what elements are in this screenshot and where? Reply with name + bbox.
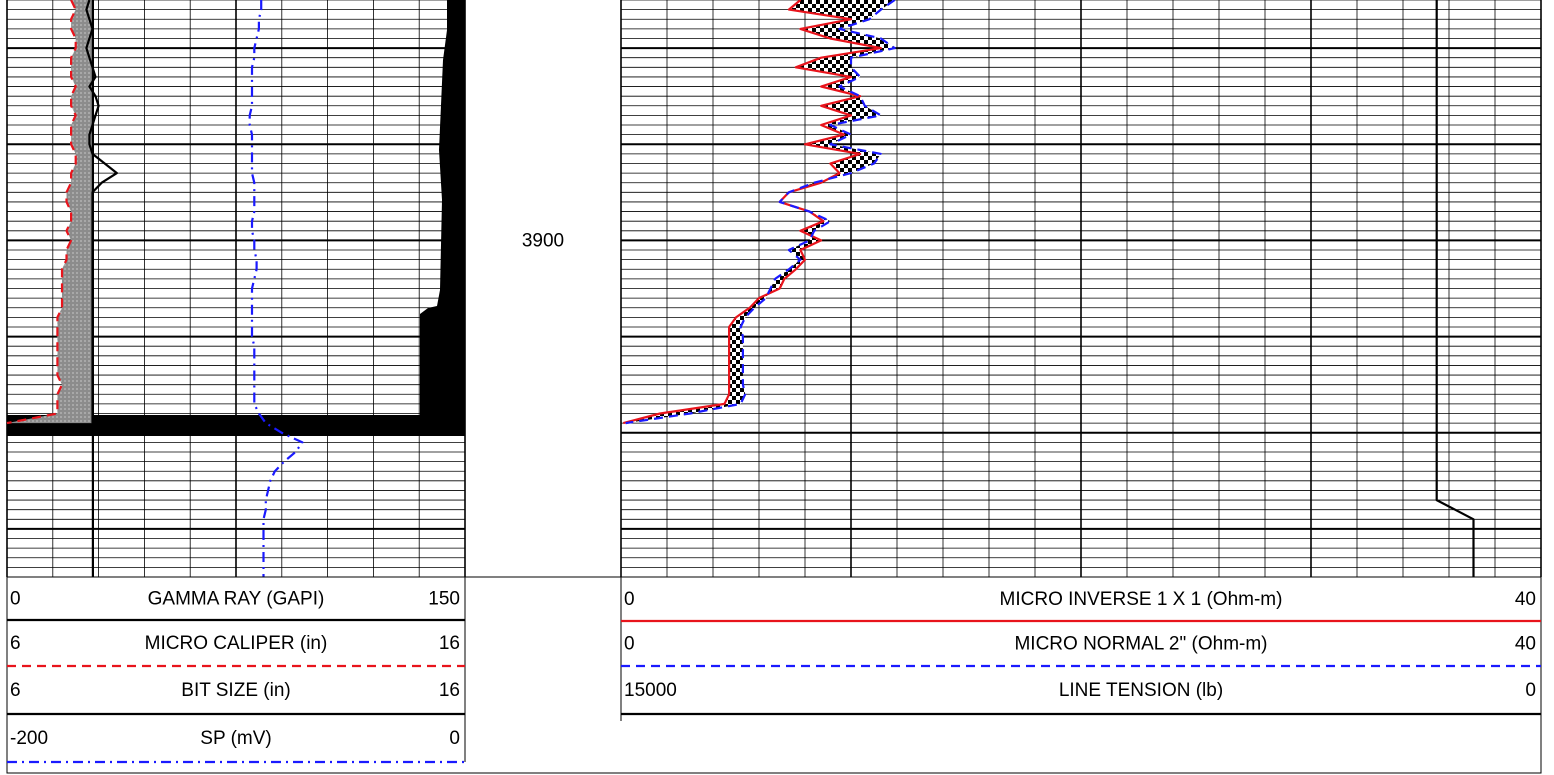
scale-min: 0 xyxy=(624,589,635,610)
scale-max: 0 xyxy=(449,728,460,749)
scale-max: 40 xyxy=(1515,634,1536,655)
scale-min: 0 xyxy=(10,589,21,610)
scale-min: -200 xyxy=(10,728,48,749)
scale-max: 16 xyxy=(439,680,460,701)
curve-name: MICRO INVERSE 1 X 1 (Ohm-m) xyxy=(1000,589,1283,610)
curve-name: SP (mV) xyxy=(200,728,271,749)
shading xyxy=(420,0,465,436)
scale-min: 6 xyxy=(10,633,21,654)
frame xyxy=(6,576,1542,774)
curve xyxy=(1435,0,1475,577)
scale-max: 0 xyxy=(1525,680,1536,701)
curve xyxy=(625,0,896,425)
log-shading xyxy=(7,0,465,436)
shading xyxy=(7,415,465,436)
scale-min: 6 xyxy=(10,680,21,701)
curve-name: MICRO NORMAL 2" (Ohm-m) xyxy=(1014,634,1267,655)
scale-max: 16 xyxy=(439,633,460,654)
curve xyxy=(248,0,304,577)
header: 0 GAMMA RAY (GAPI) 150 6 MICRO CALIPER (in) 1… xyxy=(6,576,1542,774)
curve-name: BIT SIZE (in) xyxy=(181,680,290,701)
scale-max: 150 xyxy=(428,589,460,610)
scale-max: 40 xyxy=(1515,589,1536,610)
curve-name: GAMMA RAY (GAPI) xyxy=(148,589,325,610)
depth-label: 3900 xyxy=(522,230,564,251)
curves xyxy=(6,0,1475,577)
curve-name: MICRO CALIPER (in) xyxy=(145,633,328,654)
scale-min: 15000 xyxy=(624,680,677,701)
curve-name: LINE TENSION (lb) xyxy=(1059,680,1223,701)
scale-min: 0 xyxy=(624,634,635,655)
curve-fill xyxy=(623,0,895,424)
